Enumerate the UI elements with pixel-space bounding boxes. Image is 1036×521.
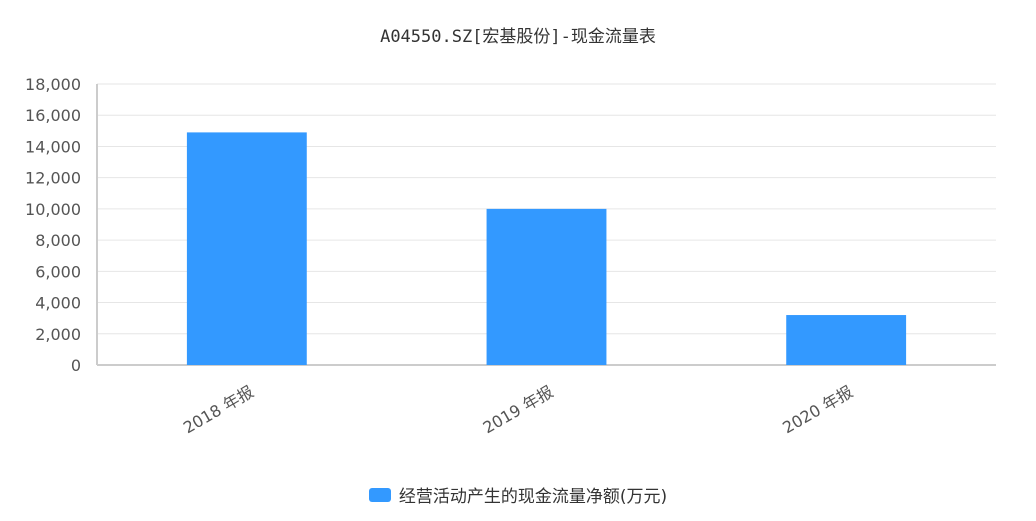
legend-label: 经营活动产生的现金流量净额(万元) [398,487,668,507]
bars [186,132,907,365]
legend-swatch [368,488,391,502]
bar[interactable] [186,132,307,365]
x-tick-label: 2018 年报 [180,382,257,437]
y-tick-label: 6,000 [35,262,81,281]
y-tick-label: 14,000 [25,137,81,156]
y-tick-label: 12,000 [25,169,81,188]
bar-chart: 0 2,000 4,000 6,000 8,000 10,000 12,000 14,000 1… [25,75,996,437]
y-tick-label: 0 [71,356,81,375]
legend[interactable]: 经营活动产生的现金流量净额(万元) [0,482,1036,507]
chart-title: A04550.SZ[宏基股份]-现金流量表 [380,27,656,47]
y-tick-label: 16,000 [25,106,81,125]
bar[interactable] [786,315,907,365]
y-tick-label: 18,000 [25,75,81,94]
x-tick-labels: 2018 年报 2019 年报 2020 年报 [180,382,856,437]
bar[interactable] [486,208,607,365]
y-tick-label: 10,000 [25,200,81,219]
y-tick-label: 8,000 [35,231,81,250]
y-tick-labels: 0 2,000 4,000 6,000 8,000 10,000 12,000 14,000 1… [25,75,81,375]
x-tick-label: 2020 年报 [779,382,856,437]
y-tick-label: 4,000 [35,294,81,313]
x-tick-label: 2019 年报 [480,382,557,437]
y-tick-label: 2,000 [35,325,81,344]
